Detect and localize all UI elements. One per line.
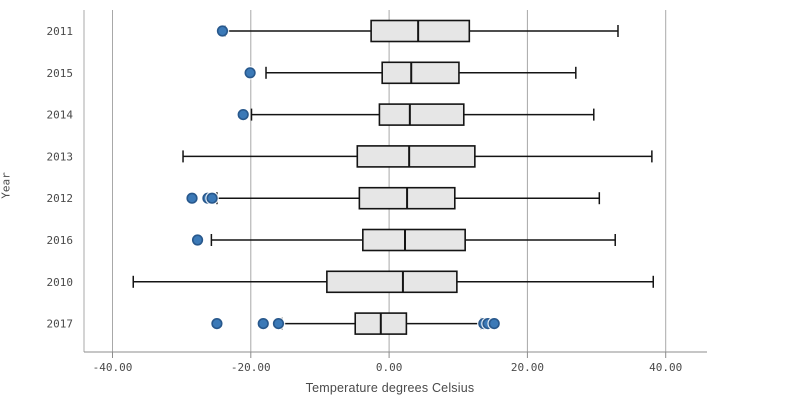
outlier-dot-2015[interactable]	[244, 67, 256, 79]
outlier-dot-2011[interactable]	[216, 25, 229, 37]
outlier-dot-2012[interactable]	[206, 192, 218, 204]
outlier-dot-2017[interactable]	[272, 318, 285, 330]
box-2011[interactable]	[370, 19, 471, 43]
outlier-dot-2017[interactable]	[211, 318, 223, 330]
box-2013[interactable]	[356, 145, 476, 168]
outlier-dot-2012[interactable]	[186, 192, 198, 204]
y-tick-label: 2014	[47, 109, 74, 122]
y-tick-label: 2011	[47, 25, 74, 38]
x-tick-label: -40.00	[93, 361, 133, 374]
box-2015[interactable]	[381, 61, 460, 85]
y-tick-label: 2013	[47, 150, 74, 163]
x-tick-label: 0.00	[376, 361, 403, 374]
y-tick-label: 2015	[47, 67, 74, 80]
y-tick-label: 2010	[47, 276, 74, 289]
x-axis-title: Temperature degrees Celsius	[305, 381, 475, 395]
x-tick-label: 20.00	[511, 361, 544, 374]
outlier-dot-2016[interactable]	[191, 234, 204, 246]
y-axis-title: Year	[0, 172, 13, 199]
x-tick-label: 40.00	[649, 361, 682, 374]
y-tick-label: 2017	[47, 318, 74, 331]
y-tick-label: 2012	[47, 192, 74, 205]
outlier-dot-2017[interactable]	[488, 318, 500, 330]
outlier-dot-2017[interactable]	[257, 318, 269, 330]
box-2014[interactable]	[378, 103, 465, 126]
outlier-dot-2014[interactable]	[237, 108, 249, 121]
y-tick-label: 2016	[47, 234, 74, 247]
box-2010[interactable]	[326, 270, 458, 294]
box-2016[interactable]	[362, 228, 466, 252]
x-tick-label: -20.00	[231, 361, 271, 374]
